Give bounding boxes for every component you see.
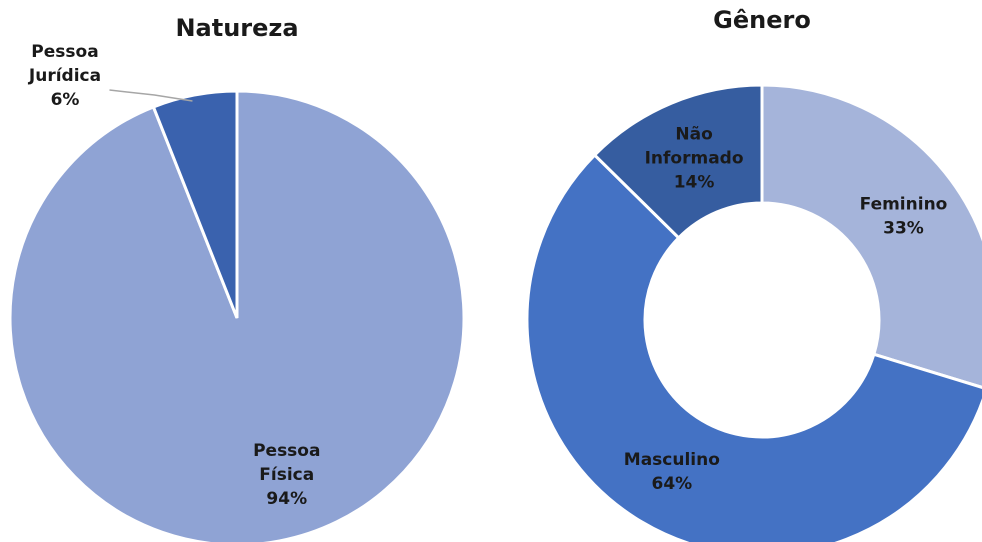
leader-line xyxy=(109,89,193,102)
value-label: 94% xyxy=(266,489,307,509)
donut-slice xyxy=(592,83,764,240)
donut-slice xyxy=(525,152,982,542)
value-label: 33% xyxy=(883,218,924,238)
slice-label: Não Informado xyxy=(645,125,744,169)
value-label: 6% xyxy=(51,90,80,110)
pie-slice xyxy=(8,89,466,542)
slice-label: Feminino xyxy=(860,194,948,214)
slice-label: Pessoa Jurídica xyxy=(28,42,101,86)
chart-title: Natureza xyxy=(175,14,298,42)
pie-slice xyxy=(151,89,239,319)
donut-slice xyxy=(760,83,982,389)
slice-label: Masculino xyxy=(624,450,720,470)
chart-title: Gênero xyxy=(713,6,811,34)
slice-label: Pessoa Física xyxy=(253,441,320,485)
value-label: 64% xyxy=(652,474,693,494)
value-label: 14% xyxy=(674,173,715,193)
